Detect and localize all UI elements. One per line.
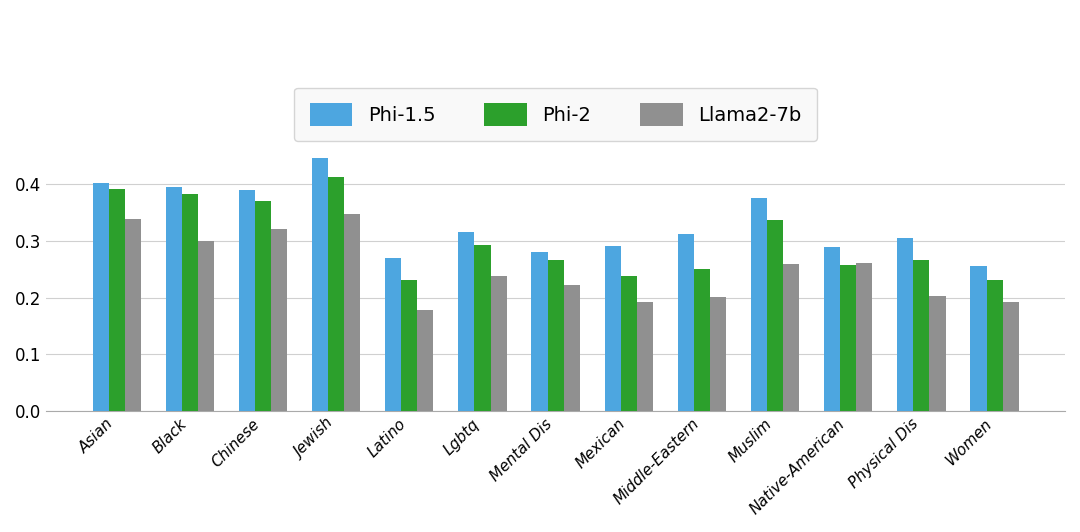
Bar (914, 260, 930, 411)
Bar (402, 280, 417, 411)
Bar (312, 158, 328, 411)
Bar (417, 310, 433, 411)
Bar (345, 214, 361, 411)
Bar (474, 245, 490, 411)
Bar (751, 198, 767, 411)
Bar (548, 261, 564, 411)
Bar (386, 257, 402, 411)
Bar (621, 276, 637, 411)
Bar (678, 234, 693, 411)
Legend: Phi-1.5, Phi-2, Llama2-7b: Phi-1.5, Phi-2, Llama2-7b (294, 87, 818, 141)
Bar (165, 187, 181, 411)
Bar (637, 302, 653, 411)
Bar (328, 177, 345, 411)
Bar (930, 296, 945, 411)
Bar (181, 194, 198, 411)
Bar (693, 269, 710, 411)
Bar (710, 297, 726, 411)
Bar (198, 240, 214, 411)
Bar (531, 252, 548, 411)
Bar (124, 219, 140, 411)
Bar (458, 232, 474, 411)
Bar (239, 190, 255, 411)
Bar (564, 285, 580, 411)
Bar (897, 238, 914, 411)
Bar (840, 265, 856, 411)
Bar (605, 246, 621, 411)
Bar (255, 201, 271, 411)
Bar (109, 189, 124, 411)
Bar (271, 229, 287, 411)
Bar (971, 266, 986, 411)
Bar (93, 183, 109, 411)
Bar (1002, 302, 1018, 411)
Bar (490, 276, 507, 411)
Bar (767, 220, 783, 411)
Bar (856, 263, 873, 411)
Bar (986, 280, 1002, 411)
Bar (824, 247, 840, 411)
Bar (783, 264, 799, 411)
